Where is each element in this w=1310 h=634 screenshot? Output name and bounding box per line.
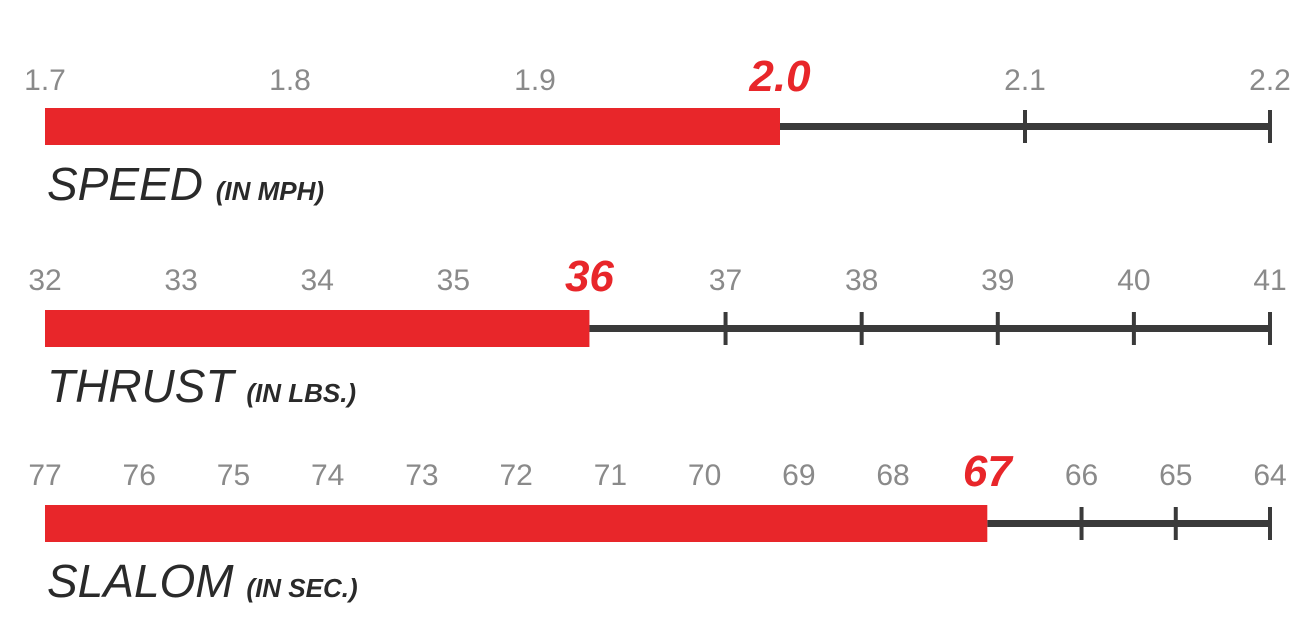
tick-label: 35 [437, 264, 470, 297]
tick-label: 77 [28, 459, 61, 492]
gauge-slalom: 77 76 75 74 73 72 71 70 69 68 67 66 65 64 SLALOM (IN S… [28, 447, 1286, 607]
tick-label: 34 [301, 264, 334, 297]
metric-name-text: SPEED [47, 158, 216, 210]
tick-label: 41 [1253, 264, 1286, 297]
tick-label: 39 [981, 264, 1014, 297]
metric-unit: (IN LBS.) [246, 378, 356, 408]
value-label: 36 [565, 252, 614, 301]
metric-name: THRUST (IN LBS.) [47, 360, 356, 412]
tick-label: 69 [782, 459, 815, 492]
tick-label: 1.7 [24, 64, 66, 97]
tick-label: 38 [845, 264, 878, 297]
gauge-thrust: 32 33 34 35 36 37 38 39 40 41 THRUST (IN LBS.) [28, 252, 1286, 412]
tick-label: 64 [1253, 459, 1286, 492]
tick-label: 74 [311, 459, 344, 492]
tick-label: 2.2 [1249, 64, 1291, 97]
tick-label: 68 [876, 459, 909, 492]
metric-name-text: THRUST [47, 360, 246, 412]
metric-name: SPEED (IN MPH) [47, 158, 324, 210]
tick-label: 70 [688, 459, 721, 492]
tick-label: 40 [1117, 264, 1150, 297]
value-label: 67 [963, 447, 1014, 496]
metric-unit: (IN SEC.) [246, 573, 357, 603]
tick-label: 71 [594, 459, 627, 492]
tick-label: 75 [217, 459, 250, 492]
value-bar [45, 108, 780, 145]
tick-label: 76 [123, 459, 156, 492]
tick-label: 33 [164, 264, 197, 297]
tick-label: 72 [499, 459, 532, 492]
tick-label: 1.9 [514, 64, 556, 97]
metric-unit: (IN MPH) [216, 176, 324, 206]
value-label: 2.0 [748, 52, 811, 101]
metric-name: SLALOM (IN SEC.) [47, 555, 358, 607]
tick-label: 73 [405, 459, 438, 492]
gauge-speed: 1.7 1.8 1.9 2.0 2.1 2.2 SPEED (IN MPH) [24, 52, 1291, 210]
tick-label: 1.8 [269, 64, 311, 97]
tick-label: 32 [28, 264, 61, 297]
tick-label: 65 [1159, 459, 1192, 492]
value-bar [45, 310, 590, 347]
tick-label: 66 [1065, 459, 1098, 492]
tick-label: 2.1 [1004, 64, 1046, 97]
value-bar [45, 505, 988, 542]
tick-label: 37 [709, 264, 742, 297]
metric-name-text: SLALOM [47, 555, 246, 607]
